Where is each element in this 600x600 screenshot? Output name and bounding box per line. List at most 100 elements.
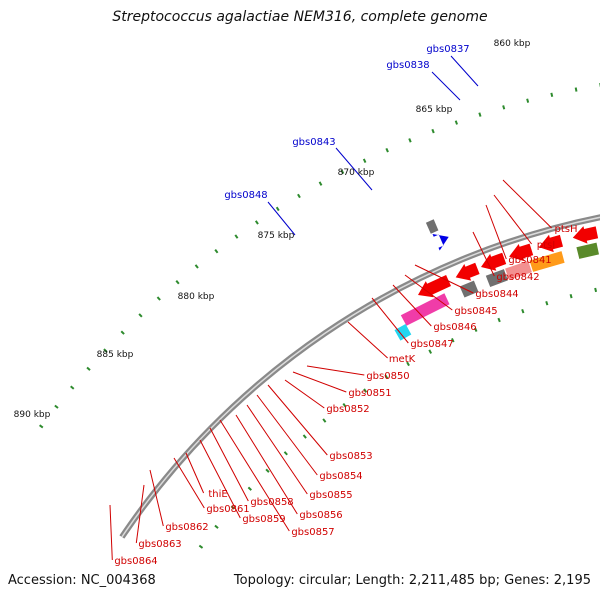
inner-leader	[472, 231, 495, 277]
inner-leader	[493, 194, 532, 245]
inner-leader	[284, 379, 325, 409]
inner-gene-label: gbs0853	[329, 451, 372, 462]
inner-leader	[404, 274, 453, 311]
gene-block	[418, 275, 451, 298]
inner-tick	[198, 544, 204, 549]
inner-gene-label: gbs0847	[410, 339, 453, 350]
gene-block	[481, 252, 507, 271]
inner-leader	[199, 439, 241, 519]
inner-tick	[497, 317, 501, 323]
inner-leader	[292, 371, 347, 393]
inner-gene-label: gbs0852	[326, 404, 369, 415]
inner-leader	[414, 264, 474, 294]
inner-gene-label: gbs0850	[366, 371, 409, 382]
kbp-label: 890 kbp	[14, 410, 51, 420]
outer-tick	[454, 120, 458, 125]
outer-tick	[39, 424, 44, 429]
outer-tick	[502, 105, 506, 110]
outer-leader	[431, 71, 461, 101]
outer-leader	[267, 201, 296, 236]
outer-tick	[194, 264, 199, 269]
accession-label: Accession: NC_004368	[8, 573, 156, 588]
outer-tick	[214, 249, 219, 254]
inner-tick	[474, 327, 478, 332]
gene-block	[394, 324, 412, 341]
outer-tick	[234, 234, 239, 239]
inner-tick	[214, 524, 219, 529]
kbp-label: 885 kbp	[97, 350, 134, 360]
inner-leader	[209, 427, 249, 502]
outer-gene-label: gbs0838	[386, 60, 429, 71]
inner-tick	[521, 308, 525, 314]
outer-tick	[254, 220, 259, 225]
outer-tick	[138, 313, 143, 318]
inner-leader	[306, 365, 365, 376]
inner-gene-label: thiE	[208, 489, 227, 500]
inner-gene-label: gbs0863	[138, 539, 181, 550]
outer-leader	[335, 147, 373, 191]
outer-gene-label: gbs0848	[224, 190, 267, 201]
inner-tick	[363, 388, 368, 393]
outer-tick	[478, 112, 482, 117]
inner-leader	[149, 469, 164, 527]
outer-tick	[70, 385, 75, 390]
inner-tick	[406, 361, 410, 367]
gene-block	[576, 242, 599, 259]
outer-tick	[526, 98, 530, 103]
inner-tick	[545, 301, 549, 306]
gene-block	[432, 234, 449, 251]
outer-tick	[175, 280, 180, 285]
outer-leader	[450, 55, 479, 87]
gene-block	[425, 219, 439, 234]
outer-tick	[385, 147, 389, 153]
inner-tick	[428, 349, 433, 354]
inner-gene-label: metK	[389, 354, 416, 365]
gene-features	[394, 219, 599, 341]
outer-tick	[340, 169, 345, 175]
inner-tick	[247, 486, 252, 491]
inner-tick	[265, 468, 270, 473]
outer-tick	[362, 158, 367, 163]
inner-tick	[451, 338, 455, 343]
inner-tick	[384, 374, 389, 380]
outer-tick-marks	[39, 83, 600, 429]
kbp-label: 875 kbp	[258, 231, 295, 241]
genome-summary: Topology: circular; Length: 2,211,485 bp…	[233, 573, 591, 588]
outer-tick	[431, 128, 435, 134]
inner-gene-label: gbs0862	[165, 522, 208, 533]
inner-gene-label: gbs0844	[475, 289, 518, 300]
gene-block	[529, 251, 565, 272]
inner-gene-label: gbs0855	[309, 490, 352, 501]
inner-tick	[322, 418, 327, 423]
inner-leader	[109, 504, 113, 561]
inner-leader	[256, 394, 318, 476]
inner-gene-label: gbs0857	[291, 527, 334, 538]
inner-leader	[173, 457, 205, 509]
inner-leader	[371, 297, 409, 344]
outer-tick	[574, 87, 578, 92]
inner-leader	[485, 204, 507, 260]
outer-gene-label: gbs0837	[426, 44, 469, 55]
genome-title: Streptococcus agalactiae NEM316, complet…	[112, 9, 488, 25]
inner-leader	[502, 179, 552, 229]
kbp-label: 870 kbp	[338, 168, 375, 178]
inner-leader	[267, 384, 328, 456]
gene-block	[538, 234, 563, 253]
label-leader-lines	[109, 55, 552, 561]
gene-block	[459, 280, 479, 298]
inner-leader	[246, 404, 308, 495]
inner-leader	[219, 419, 290, 532]
outer-tick	[86, 366, 91, 371]
outer-gene-label: gbs0843	[292, 137, 335, 148]
outer-tick	[318, 181, 323, 186]
inner-gene-label: gbs0854	[319, 471, 362, 482]
inner-gene-label: gbs0851	[348, 388, 391, 399]
inner-tick	[283, 451, 288, 456]
kbp-label: 880 kbp	[178, 292, 215, 302]
inner-leader	[135, 484, 145, 544]
outer-tick	[297, 193, 301, 199]
inner-leader	[185, 452, 205, 494]
inner-gene-label: ptsI	[537, 240, 555, 251]
inner-tick	[594, 287, 598, 293]
gene-block	[485, 269, 508, 287]
